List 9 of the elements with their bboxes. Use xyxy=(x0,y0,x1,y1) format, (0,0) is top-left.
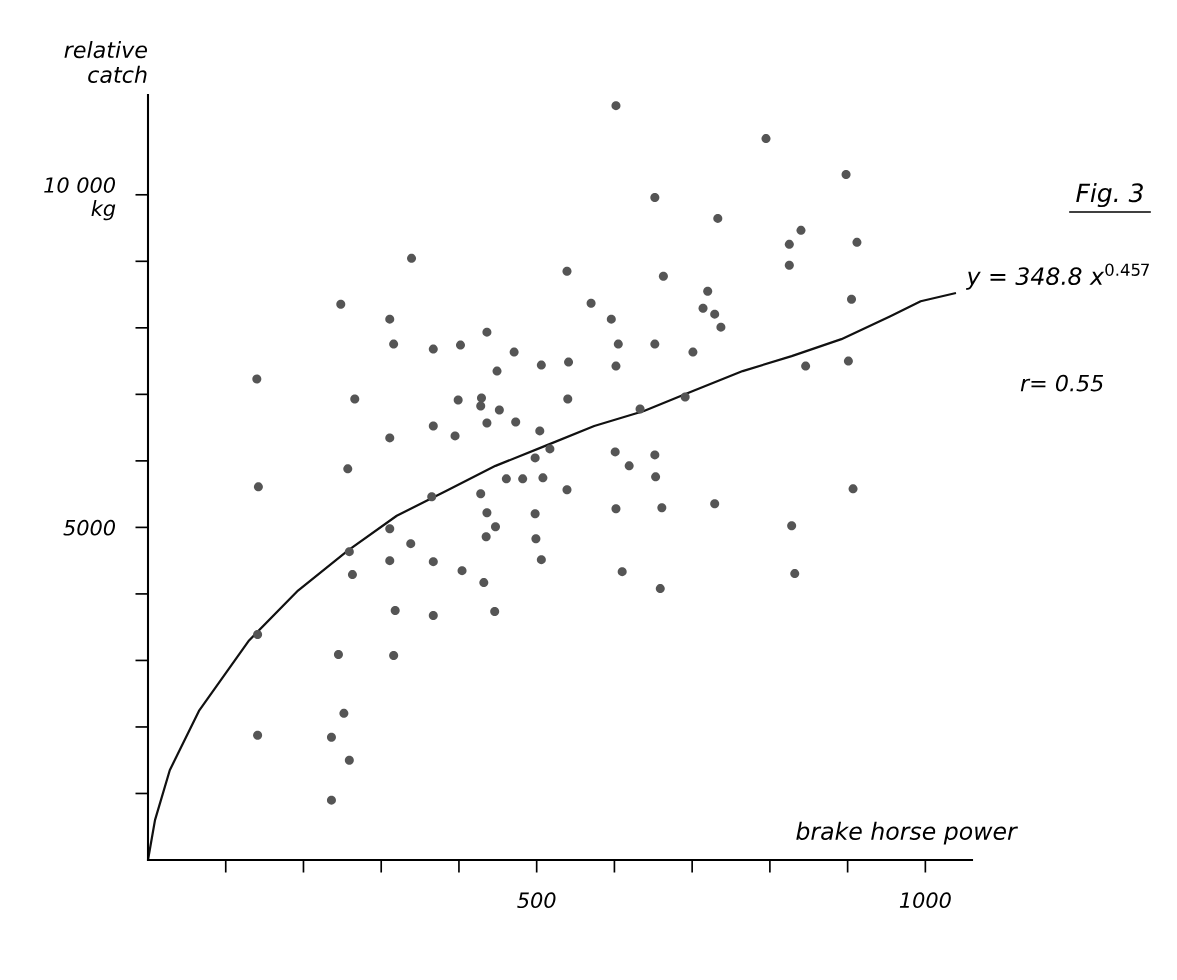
series-label: y = 348.8 x$^{0.457}$ xyxy=(965,263,1149,290)
x-tick-label: 500 xyxy=(517,892,556,909)
x-tick-label: 1000 xyxy=(899,892,951,909)
y-axis-title: relative catch xyxy=(64,40,148,84)
text: r= 0.55 xyxy=(1020,374,1104,392)
y-tick-label: 10 000 kg xyxy=(44,177,116,221)
text: Fig. 3 xyxy=(1076,182,1143,208)
x-axis-title: brake horse power xyxy=(796,821,1018,845)
y-tick-label: 5000 xyxy=(63,519,116,536)
